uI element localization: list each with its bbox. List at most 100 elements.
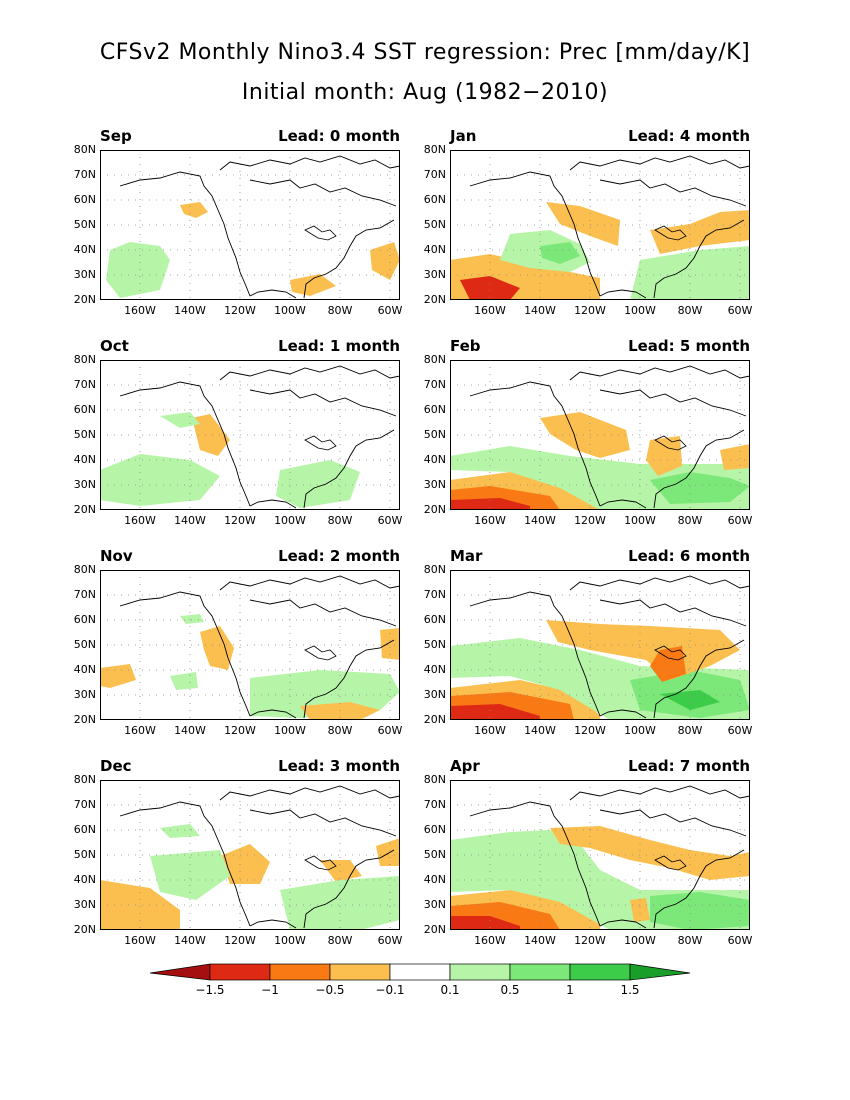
- shaded-region: [180, 202, 208, 218]
- grid-lines: [100, 150, 400, 300]
- lat-tick-label: 60N: [423, 613, 446, 626]
- lon-tick-label: 160W: [124, 934, 156, 947]
- map-frame: [100, 150, 400, 300]
- map-frame: [450, 150, 750, 300]
- lon-tick-label: 60W: [727, 724, 753, 737]
- lat-tick-label: 40N: [423, 453, 446, 466]
- lat-tick-label: 50N: [73, 218, 96, 231]
- lon-tick-label: 160W: [124, 514, 156, 527]
- lon-tick-label: 60W: [727, 304, 753, 317]
- colorbar-tick-label: −1: [261, 983, 279, 997]
- shaded-region: [450, 498, 530, 510]
- lon-tick-label: 100W: [274, 304, 306, 317]
- lon-tick-label: 60W: [377, 304, 403, 317]
- coastline: [119, 381, 395, 509]
- lat-tick-label: 20N: [423, 713, 446, 726]
- grid-lines: [100, 570, 400, 720]
- grid-lines: [450, 150, 750, 300]
- lat-tick-label: 60N: [73, 193, 96, 206]
- lat-tick-label: 60N: [73, 403, 96, 416]
- lat-tick-label: 30N: [423, 478, 446, 491]
- coastline: [569, 365, 750, 417]
- lon-tick-label: 140W: [524, 304, 556, 317]
- lon-tick-label: 120W: [574, 304, 606, 317]
- lon-tick-label: 80W: [327, 724, 353, 737]
- great-lakes: [304, 225, 337, 241]
- shaded-region: [280, 876, 400, 930]
- coastline: [119, 171, 395, 299]
- grid-lines: [100, 360, 400, 510]
- lon-tick-label: 140W: [174, 934, 206, 947]
- shaded-region: [160, 824, 200, 838]
- colorbar-segment: [509, 963, 571, 981]
- lat-tick-label: 50N: [73, 428, 96, 441]
- coastline: [569, 155, 750, 207]
- shaded-region: [100, 454, 220, 506]
- great-lakes: [654, 435, 687, 451]
- colorbar-tick-label: −0.5: [315, 983, 345, 997]
- lon-tick-label: 60W: [377, 514, 403, 527]
- shaded-region: [650, 646, 686, 682]
- colorbar-tick-label: −1.5: [195, 983, 225, 997]
- coastline: [469, 801, 745, 929]
- shaded-region: [460, 276, 520, 300]
- shaded-region: [200, 626, 234, 670]
- panel-lead-label: Lead: 4 month: [628, 127, 750, 145]
- shaded-region: [630, 898, 650, 922]
- coastline: [569, 575, 750, 627]
- shaded-region: [380, 628, 400, 660]
- great-lakes: [304, 645, 337, 661]
- regression-map: [450, 570, 750, 720]
- lon-tick-label: 80W: [677, 724, 703, 737]
- map-panel-sep: Sep Lead: 0 month 80N 70N 60N 50N 40N 30N 20N 160…: [74, 127, 403, 317]
- panel-month-label: Mar: [450, 547, 483, 565]
- regression-map: [100, 570, 400, 720]
- shaded-region: [720, 444, 750, 470]
- panel-lead-label: Lead: 1 month: [278, 337, 400, 355]
- lat-tick-label: 70N: [423, 378, 446, 391]
- lat-tick-label: 50N: [423, 638, 446, 651]
- lon-tick-label: 140W: [174, 304, 206, 317]
- panel-lead-label: Lead: 3 month: [278, 757, 400, 775]
- coastline: [219, 365, 400, 417]
- regression-map: [100, 150, 400, 300]
- shaded-region: [540, 242, 580, 264]
- lat-tick-label: 40N: [73, 663, 96, 676]
- coastline: [219, 155, 400, 207]
- lat-tick-label: 30N: [423, 688, 446, 701]
- lat-tick-label: 20N: [73, 293, 96, 306]
- lat-tick-label: 40N: [73, 243, 96, 256]
- map-panel-feb: Feb Lead: 5 month 80N 70N 60N 50N 40N 30N 20N 160…: [424, 337, 753, 527]
- shaded-region: [276, 460, 360, 508]
- lat-tick-label: 70N: [73, 378, 96, 391]
- panel-lead-label: Lead: 2 month: [278, 547, 400, 565]
- lat-tick-label: 40N: [423, 243, 446, 256]
- lon-tick-label: 80W: [677, 514, 703, 527]
- shaded-region: [320, 860, 362, 882]
- lon-tick-label: 100W: [274, 934, 306, 947]
- lon-tick-label: 60W: [377, 934, 403, 947]
- map-frame: [100, 780, 400, 930]
- panel-month-label: Apr: [450, 757, 480, 775]
- coastline: [219, 575, 400, 627]
- regression-map: [100, 360, 400, 510]
- lat-tick-label: 30N: [423, 898, 446, 911]
- lat-tick-label: 20N: [423, 293, 446, 306]
- colorbar: [150, 963, 691, 981]
- lon-tick-label: 160W: [474, 724, 506, 737]
- lat-tick-label: 80N: [423, 773, 446, 786]
- map-panel-dec: Dec Lead: 3 month 80N 70N 60N 50N 40N 30N 20N 160…: [74, 757, 403, 947]
- colorbar-arrow-right: [629, 963, 691, 981]
- regression-map: [450, 150, 750, 300]
- lon-tick-label: 100W: [624, 514, 656, 527]
- lat-tick-label: 80N: [73, 563, 96, 576]
- lon-tick-label: 120W: [574, 724, 606, 737]
- shaded-region: [220, 844, 270, 884]
- lat-tick-label: 40N: [73, 453, 96, 466]
- lat-tick-label: 60N: [423, 823, 446, 836]
- lat-tick-label: 60N: [73, 823, 96, 836]
- colorbar-segment: [389, 963, 451, 981]
- coastline: [119, 591, 395, 719]
- lat-tick-label: 30N: [423, 268, 446, 281]
- coastline: [119, 801, 395, 929]
